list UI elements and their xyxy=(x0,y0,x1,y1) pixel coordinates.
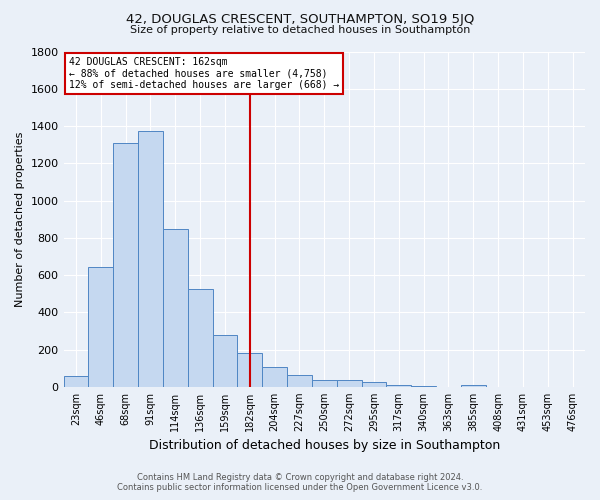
Bar xyxy=(64,376,88,387)
Text: Contains HM Land Registry data © Crown copyright and database right 2024.
Contai: Contains HM Land Registry data © Crown c… xyxy=(118,473,482,492)
Bar xyxy=(262,368,287,387)
Bar xyxy=(411,386,436,387)
Bar xyxy=(138,131,163,387)
Bar xyxy=(386,384,411,387)
Bar xyxy=(188,288,212,387)
Bar xyxy=(113,144,138,387)
Y-axis label: Number of detached properties: Number of detached properties xyxy=(15,132,25,307)
Bar xyxy=(88,267,113,387)
Text: 42 DOUGLAS CRESCENT: 162sqm
← 88% of detached houses are smaller (4,758)
12% of : 42 DOUGLAS CRESCENT: 162sqm ← 88% of det… xyxy=(69,56,339,90)
Text: 42, DOUGLAS CRESCENT, SOUTHAMPTON, SO19 5JQ: 42, DOUGLAS CRESCENT, SOUTHAMPTON, SO19 … xyxy=(126,12,474,26)
Bar xyxy=(163,229,188,387)
X-axis label: Distribution of detached houses by size in Southampton: Distribution of detached houses by size … xyxy=(149,440,500,452)
Bar xyxy=(312,380,337,387)
Bar xyxy=(238,352,262,387)
Bar xyxy=(461,384,485,387)
Text: Size of property relative to detached houses in Southampton: Size of property relative to detached ho… xyxy=(130,25,470,35)
Bar xyxy=(287,374,312,387)
Bar xyxy=(337,380,362,387)
Bar xyxy=(212,335,238,387)
Bar xyxy=(362,382,386,387)
